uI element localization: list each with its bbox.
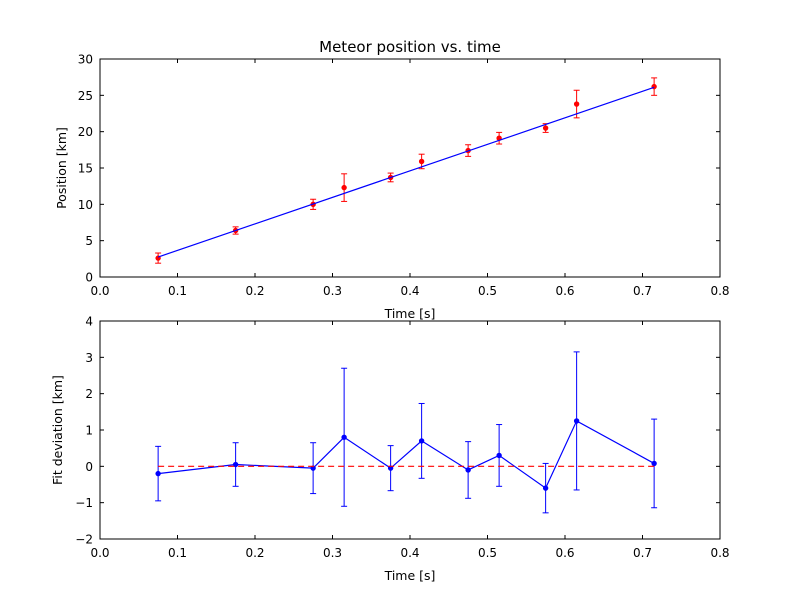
x-tick-label: 0.6 <box>555 284 574 298</box>
x-axis-label: Time [s] <box>384 568 436 583</box>
data-point <box>341 434 347 440</box>
axis-ticks: 0.0 0.1 0.2 0.3 0.4 0.5 0.6 0.7 0.8 0 5 10 15 20 25 30 <box>78 53 730 299</box>
x-axis-label: Time [s] <box>384 306 436 321</box>
x-tick-label: 0.5 <box>478 546 497 560</box>
y-tick-label: 5 <box>85 234 93 248</box>
x-tick-label: 0.6 <box>555 546 574 560</box>
plot-marks <box>155 351 658 514</box>
data-point <box>155 470 161 477</box>
fit-line <box>157 86 655 258</box>
y-tick-label: 20 <box>78 125 93 139</box>
axis-ticks: 0.0 0.1 0.2 0.3 0.4 0.5 0.6 0.7 0.8 −2 −1 0 1 2 3 4 <box>75 315 729 561</box>
y-tick-label: 1 <box>85 424 93 438</box>
x-tick-label: 0.4 <box>400 546 419 560</box>
plot-frame <box>99 320 721 540</box>
y-tick-label: 4 <box>85 315 93 329</box>
y-axis-label: Position [km] <box>54 127 69 209</box>
chart-title: Meteor position vs. time <box>319 38 501 56</box>
y-tick-label: 10 <box>78 198 93 212</box>
x-tick-label: 0.4 <box>400 284 419 298</box>
data-point <box>496 452 502 459</box>
x-tick-label: 0.5 <box>478 284 497 298</box>
plot-frame <box>99 58 721 278</box>
data-point <box>341 184 347 191</box>
x-tick-label: 0.8 <box>710 546 729 560</box>
x-tick-label: 0.1 <box>168 546 187 560</box>
y-tick-label: 0 <box>85 271 93 285</box>
x-tick-label: 0.2 <box>245 284 264 298</box>
x-tick-label: 0.3 <box>323 284 342 298</box>
data-point <box>465 467 471 473</box>
y-tick-label: 25 <box>78 89 93 103</box>
deviation-panel: Time [s] Fit deviation [km] 0.0 0.1 0.2 0.3… <box>50 315 730 584</box>
data-point <box>418 158 425 165</box>
data-point <box>573 418 580 424</box>
data-point <box>232 461 239 468</box>
y-tick-label: 2 <box>85 387 93 401</box>
y-axis-label: Fit deviation [km] <box>50 375 65 485</box>
x-tick-label: 0.0 <box>90 284 109 298</box>
data-point <box>651 460 657 467</box>
data-point <box>573 101 580 107</box>
y-tick-label: −2 <box>75 533 93 547</box>
position-panel: Meteor position vs. time Time [s] Positi… <box>54 38 730 321</box>
x-tick-label: 0.0 <box>90 546 109 560</box>
y-tick-label: 30 <box>78 53 93 67</box>
x-tick-label: 0.8 <box>710 284 729 298</box>
x-tick-label: 0.1 <box>168 284 187 298</box>
plot-marks <box>155 77 658 264</box>
x-tick-label: 0.7 <box>633 546 652 560</box>
data-point <box>542 485 549 491</box>
y-tick-label: −1 <box>75 496 93 510</box>
y-tick-label: 15 <box>78 162 93 176</box>
x-tick-label: 0.3 <box>323 546 342 560</box>
data-point <box>418 438 425 444</box>
deviation-line <box>158 420 655 490</box>
x-tick-label: 0.7 <box>633 284 652 298</box>
data-point <box>542 125 549 131</box>
y-tick-label: 0 <box>85 460 93 474</box>
y-tick-label: 3 <box>85 351 93 365</box>
x-tick-label: 0.2 <box>245 546 264 560</box>
